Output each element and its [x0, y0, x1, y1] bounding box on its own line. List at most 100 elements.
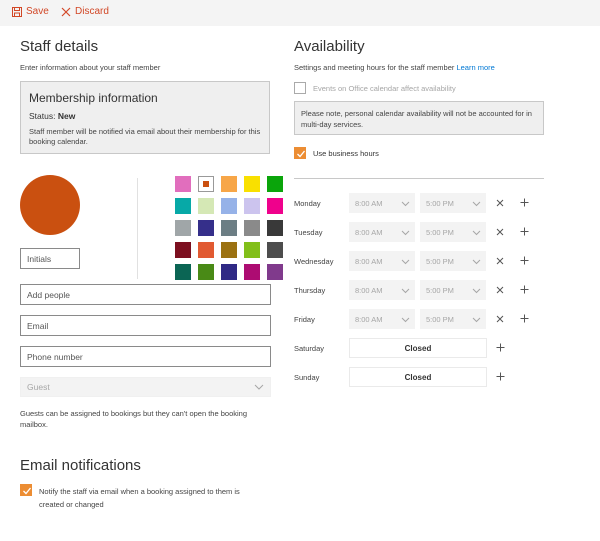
chevron-down-icon: [472, 316, 481, 325]
color-swatch[interactable]: [267, 242, 283, 258]
remove-hours-button[interactable]: [490, 222, 510, 242]
color-swatch[interactable]: [221, 176, 237, 192]
color-swatch[interactable]: [198, 176, 214, 192]
end-time-value: 5:00 PM: [426, 256, 454, 266]
initials-field[interactable]: Initials: [20, 248, 80, 269]
end-time-dropdown[interactable]: 5:00 PM: [420, 309, 486, 329]
status-value: New: [57, 111, 76, 121]
add-hours-button[interactable]: [514, 309, 534, 329]
add-hours-button[interactable]: [514, 280, 534, 300]
start-time-dropdown[interactable]: 8:00 AM: [349, 222, 415, 242]
chevron-down-icon: [472, 287, 481, 296]
business-hours-checkbox[interactable]: [294, 147, 306, 159]
remove-hours-button[interactable]: [490, 280, 510, 300]
end-time-dropdown[interactable]: 5:00 PM: [420, 222, 486, 242]
add-hours-button[interactable]: [514, 193, 534, 213]
checkmark-icon: [297, 150, 306, 158]
close-icon: [496, 281, 504, 299]
events-label: Events on Office calendar affect availab…: [313, 84, 456, 93]
end-time-dropdown[interactable]: 5:00 PM: [420, 280, 486, 300]
availability-heading: Availability: [294, 38, 365, 55]
email-placeholder: Email: [27, 320, 49, 331]
plus-icon: [520, 310, 529, 328]
end-time-value: 5:00 PM: [426, 285, 454, 295]
availability-note: Please note, personal calendar availabil…: [294, 101, 544, 135]
end-time-dropdown[interactable]: 5:00 PM: [420, 193, 486, 213]
end-time-value: 5:00 PM: [426, 198, 454, 208]
color-swatch[interactable]: [244, 264, 260, 280]
end-time-dropdown[interactable]: 5:00 PM: [420, 251, 486, 271]
start-time-value: 8:00 AM: [355, 256, 383, 266]
save-button[interactable]: Save: [12, 6, 49, 17]
add-hours-button[interactable]: [514, 222, 534, 242]
initials-placeholder: Initials: [27, 253, 52, 264]
plus-icon: [520, 281, 529, 299]
color-swatch[interactable]: [221, 264, 237, 280]
color-swatch[interactable]: [198, 242, 214, 258]
color-swatch[interactable]: [198, 264, 214, 280]
color-swatch[interactable]: [175, 176, 191, 192]
color-swatch[interactable]: [175, 220, 191, 236]
discard-button[interactable]: Discard: [61, 6, 109, 17]
email-field[interactable]: Email: [20, 315, 271, 336]
chevron-down-icon: [401, 287, 410, 296]
start-time-value: 8:00 AM: [355, 314, 383, 324]
day-label: Saturday: [294, 344, 325, 353]
chevron-down-icon: [472, 200, 481, 209]
phone-field[interactable]: Phone number: [20, 346, 271, 367]
color-swatch[interactable]: [267, 176, 283, 192]
color-swatch[interactable]: [244, 176, 260, 192]
color-swatch[interactable]: [175, 198, 191, 214]
membership-title: Membership information: [29, 91, 158, 105]
remove-hours-button[interactable]: [490, 309, 510, 329]
color-swatch[interactable]: [244, 242, 260, 258]
color-swatch[interactable]: [175, 264, 191, 280]
color-swatch[interactable]: [175, 242, 191, 258]
color-swatch[interactable]: [221, 242, 237, 258]
color-swatch[interactable]: [244, 198, 260, 214]
business-hours-label: Use business hours: [313, 149, 379, 158]
close-icon: [496, 310, 504, 328]
color-swatch[interactable]: [267, 264, 283, 280]
color-swatch[interactable]: [221, 198, 237, 214]
events-checkbox[interactable]: [294, 82, 306, 94]
color-swatch[interactable]: [267, 198, 283, 214]
chevron-down-icon: [401, 258, 410, 267]
chevron-down-icon: [401, 200, 410, 209]
start-time-value: 8:00 AM: [355, 198, 383, 208]
notify-label-line1: Notify the staff via email when a bookin…: [39, 487, 240, 496]
chevron-down-icon: [254, 383, 264, 393]
status-label: Status:: [29, 111, 56, 121]
close-icon: [496, 223, 504, 241]
chevron-down-icon: [401, 316, 410, 325]
remove-hours-button[interactable]: [490, 251, 510, 271]
availability-subtitle-text: Settings and meeting hours for the staff…: [294, 63, 455, 72]
add-people-input[interactable]: Add people: [20, 284, 271, 305]
day-label: Monday: [294, 199, 321, 208]
learn-more-link[interactable]: Learn more: [456, 63, 495, 72]
color-swatch[interactable]: [267, 220, 283, 236]
start-time-dropdown[interactable]: 8:00 AM: [349, 251, 415, 271]
remove-hours-button[interactable]: [490, 193, 510, 213]
email-notifications-heading: Email notifications: [20, 457, 141, 474]
start-time-dropdown[interactable]: 8:00 AM: [349, 280, 415, 300]
start-time-dropdown[interactable]: 8:00 AM: [349, 193, 415, 213]
color-swatch[interactable]: [198, 198, 214, 214]
add-hours-button[interactable]: [514, 251, 534, 271]
close-icon: [496, 194, 504, 212]
closed-label: Closed: [349, 367, 487, 387]
color-swatch[interactable]: [198, 220, 214, 236]
color-swatch[interactable]: [221, 220, 237, 236]
notify-checkbox[interactable]: [20, 484, 32, 496]
avatar: [20, 175, 80, 235]
plus-icon: [496, 339, 505, 357]
role-dropdown[interactable]: Guest: [20, 377, 271, 397]
add-hours-button[interactable]: [490, 367, 510, 387]
color-swatch[interactable]: [244, 220, 260, 236]
notify-label: Notify the staff via email when a bookin…: [39, 485, 279, 511]
add-hours-button[interactable]: [490, 338, 510, 358]
save-icon: [12, 6, 22, 17]
discard-label: Discard: [75, 6, 109, 17]
start-time-dropdown[interactable]: 8:00 AM: [349, 309, 415, 329]
day-label: Wednesday: [294, 257, 334, 266]
